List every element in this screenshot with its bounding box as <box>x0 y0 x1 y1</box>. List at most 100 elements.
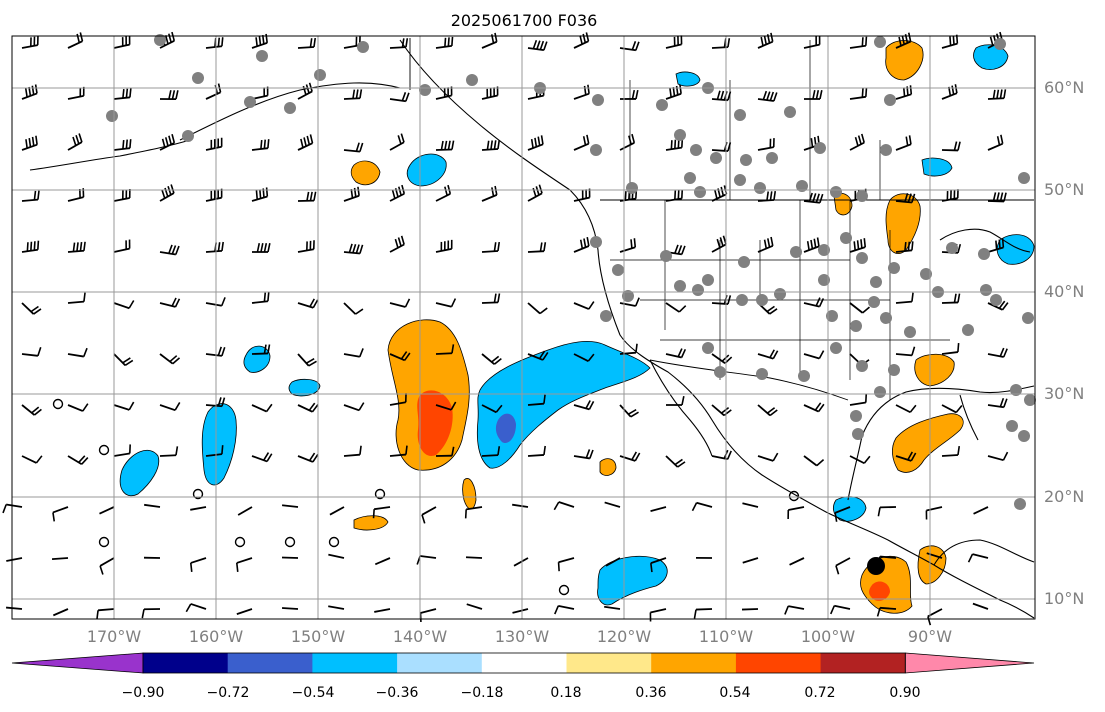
barb-feather <box>401 38 405 48</box>
barb-shaft <box>205 353 222 357</box>
station-dot <box>600 310 612 322</box>
barb-feather <box>171 133 176 144</box>
barb-feather <box>720 90 725 100</box>
positive-anomaly-region <box>597 555 668 606</box>
wind-barb <box>830 604 851 615</box>
barb-feather <box>391 189 396 199</box>
barb-feather <box>633 238 637 248</box>
barb-feather <box>586 134 590 144</box>
barb-feather <box>674 244 679 254</box>
station-dot <box>818 244 830 256</box>
barb-shaft <box>513 557 529 567</box>
barb-feather <box>34 84 38 94</box>
wind-barb <box>741 608 759 611</box>
barb-shaft <box>389 353 406 362</box>
wind-barb <box>67 403 89 412</box>
barb-feather <box>834 512 838 522</box>
barb-feather <box>78 455 86 463</box>
barb-feather <box>447 184 452 195</box>
barb-shaft <box>21 198 39 202</box>
barb-feather <box>1002 451 1009 461</box>
barb-shaft <box>665 353 682 359</box>
wind-barb <box>389 445 408 457</box>
barb-feather <box>75 135 80 145</box>
calm-wind-circle <box>52 398 64 410</box>
lat-label: 50°N <box>1044 180 1084 199</box>
barb-feather <box>909 85 913 95</box>
barb-feather <box>221 37 224 47</box>
station-dot <box>1022 312 1034 324</box>
positive-anomaly-region <box>353 515 389 531</box>
barb-feather <box>907 193 912 203</box>
barb-feather <box>905 136 909 146</box>
barb-feather <box>585 32 590 42</box>
barb-shaft <box>742 557 759 564</box>
wind-barb <box>742 502 759 508</box>
barb-feather <box>582 136 587 146</box>
barb-feather <box>221 445 224 455</box>
barb-feather <box>26 242 29 252</box>
wind-barb <box>374 557 391 566</box>
barb-feather <box>185 603 192 613</box>
wind-barb <box>159 184 175 202</box>
barb-feather <box>263 292 267 302</box>
barb-shaft <box>159 142 175 151</box>
wind-barb <box>205 397 226 408</box>
barb-shaft <box>343 353 360 358</box>
barb-feather <box>543 41 548 51</box>
wind-barb <box>665 189 684 202</box>
colorbar-tick-label: 0.36 <box>635 685 666 701</box>
barb-shaft <box>5 606 23 610</box>
barb-feather <box>35 455 43 464</box>
barb-feather <box>861 37 864 47</box>
barb-feather <box>308 452 316 462</box>
wind-barb <box>372 506 391 519</box>
wind-barb <box>849 238 867 253</box>
barb-feather <box>554 605 560 615</box>
barb-feather <box>33 241 36 251</box>
wind-barb <box>527 39 548 51</box>
barb-feather <box>486 140 490 150</box>
wind-barb <box>2 503 23 514</box>
barb-feather <box>952 35 955 45</box>
barb-shaft <box>52 608 69 617</box>
station-dot <box>856 360 868 372</box>
barb-shaft <box>665 197 682 202</box>
barb-feather <box>538 350 546 360</box>
barb-feather <box>588 401 595 410</box>
colorbar-segment <box>735 653 822 673</box>
barb-shaft <box>834 506 851 514</box>
calm-wind-circle <box>328 536 340 548</box>
barb-feather <box>174 298 181 308</box>
calm-wind-circle <box>98 444 110 456</box>
barb-feather <box>727 91 732 101</box>
barb-feather <box>631 133 636 144</box>
barb-feather <box>221 297 226 307</box>
barb-shaft <box>205 302 222 307</box>
barb-shaft <box>343 194 360 202</box>
barb-feather <box>497 446 501 456</box>
barb-shaft <box>328 605 345 610</box>
barb-shaft <box>512 608 529 614</box>
wind-barb <box>343 186 360 202</box>
us-mexico-border <box>649 359 849 401</box>
barb-feather <box>400 235 405 245</box>
wind-barb <box>693 608 713 619</box>
wind-barb <box>987 300 1009 311</box>
station-dot <box>626 182 638 194</box>
barb-shaft <box>941 42 958 49</box>
station-dot <box>674 129 686 141</box>
barb-feather <box>82 403 89 412</box>
barb-shaft <box>435 44 452 49</box>
barb-feather <box>450 401 457 411</box>
barb-feather <box>543 394 546 404</box>
barb-feather <box>772 452 779 462</box>
barb-shaft <box>251 147 268 151</box>
barb-feather <box>680 348 687 358</box>
barb-feather <box>300 138 304 148</box>
wind-barb <box>251 243 271 253</box>
barb-feather <box>589 449 594 459</box>
barb-shaft <box>849 302 864 314</box>
barb-feather <box>122 139 125 150</box>
barb-feather <box>954 84 958 94</box>
